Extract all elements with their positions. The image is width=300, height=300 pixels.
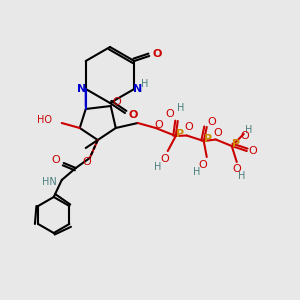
Text: O: O [184,122,193,133]
Text: H: H [177,103,184,113]
Text: O: O [153,49,162,59]
Text: N: N [133,84,142,94]
Text: O: O [165,109,174,119]
Text: H: H [193,167,200,177]
Text: O: O [51,155,60,165]
Text: O: O [160,154,169,164]
Text: P: P [176,129,184,139]
Text: N: N [77,84,86,94]
Text: O: O [248,146,257,156]
Text: O: O [240,131,249,141]
Text: O: O [207,117,216,127]
Text: P: P [232,139,240,149]
Text: O: O [154,120,163,130]
Text: O: O [213,128,222,137]
Text: H: H [141,79,148,89]
Text: H: H [238,171,245,181]
Text: H: H [154,162,161,172]
Text: O: O [232,164,241,174]
Text: H: H [245,125,252,135]
Text: P: P [204,134,212,144]
Text: O: O [128,110,138,120]
Text: O: O [82,157,91,167]
Text: O: O [198,160,207,170]
Text: O: O [112,97,121,107]
Text: HO: HO [37,115,52,125]
Text: HN: HN [42,177,57,187]
